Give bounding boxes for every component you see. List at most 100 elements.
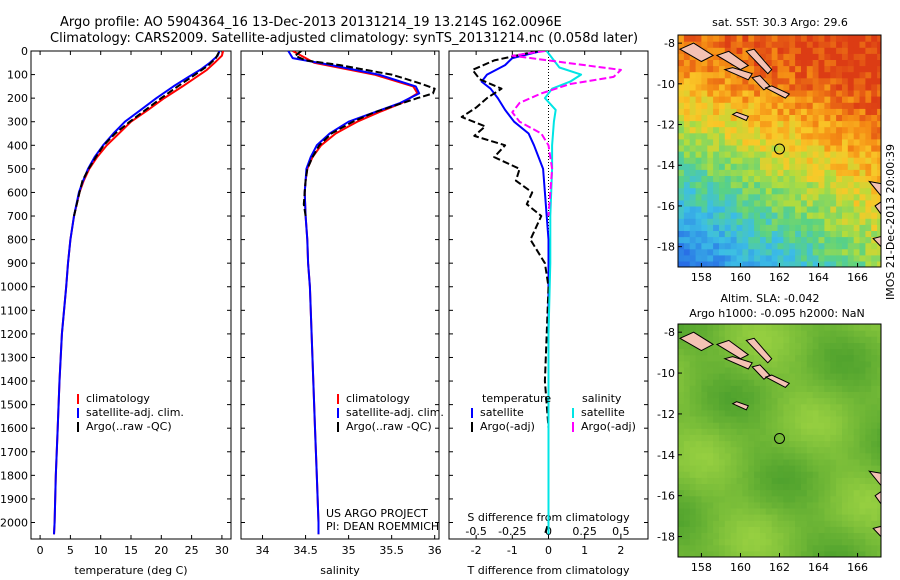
sst_map-cell — [836, 236, 843, 244]
sla_map-cell — [836, 342, 843, 350]
sst_map-cell — [765, 53, 773, 60]
temperature-xtick-label: 10 — [94, 544, 108, 557]
sla_map-cell — [719, 526, 726, 533]
sst_map-cell — [777, 65, 784, 73]
sst_map-cell — [754, 175, 761, 183]
sla_map-cell — [801, 397, 808, 405]
sst_map-cell — [707, 102, 714, 109]
sla_map-cell — [683, 501, 691, 509]
sst_map-cell — [812, 205, 820, 213]
sla_map-cell — [783, 465, 790, 472]
sla_map-cell — [830, 440, 837, 448]
sla_map-cell — [771, 397, 779, 405]
sla_map-cell — [818, 416, 825, 423]
sla_map-cell — [736, 440, 744, 448]
sla_map-cell — [830, 532, 837, 540]
sla_map-cell — [777, 465, 784, 472]
sst_map-cell — [853, 151, 861, 158]
sla_map-cell — [806, 550, 814, 557]
sst_map-cell — [842, 120, 849, 128]
sla_map-cell — [724, 440, 732, 448]
sla_map-cell — [818, 409, 825, 417]
sst_map-cell — [719, 205, 726, 213]
sla_map-cell — [689, 465, 697, 472]
sst_map-cell — [713, 205, 720, 213]
sla_map-cell — [871, 495, 878, 503]
sst_map-cell — [701, 175, 708, 183]
sst_map-cell — [859, 260, 866, 267]
sst_map-cell — [736, 102, 744, 109]
sst_map-cell — [853, 120, 861, 128]
sla_map-cell — [742, 526, 749, 533]
sst_map-island — [751, 75, 771, 91]
sst_map-cell — [842, 65, 849, 73]
sst_map-cell — [689, 138, 697, 146]
sla_map-cell — [818, 514, 825, 521]
sla_map-cell — [795, 471, 802, 478]
sst_map-cell — [701, 77, 708, 85]
sst_map-cell — [701, 169, 708, 176]
sla_map-cell — [724, 526, 732, 533]
sst_map-cell — [789, 260, 796, 267]
sla_map-cell — [871, 489, 878, 497]
sst_map-lon-label: 160 — [730, 271, 751, 284]
sst_map-cell — [713, 53, 720, 60]
sla_map-cell — [812, 526, 820, 533]
sla_map-cell — [701, 452, 708, 460]
sst_map-cell — [713, 236, 720, 244]
sla_map-cell — [830, 324, 837, 331]
sla_map-island — [745, 337, 773, 364]
sla_map-cell — [742, 434, 749, 442]
sst_map-cell — [689, 230, 697, 238]
sla_map-cell — [842, 514, 849, 521]
sst_map-cell — [771, 102, 779, 109]
sla_map-cell — [678, 465, 685, 472]
sla_map-cell — [754, 336, 761, 343]
sla_map-cell — [707, 366, 714, 374]
sst_map-cell — [760, 35, 767, 42]
sst_map-cell — [765, 169, 773, 176]
sst_map-cell — [707, 260, 714, 267]
sst_map-cell — [842, 157, 849, 164]
sst_map-cell — [871, 254, 878, 262]
sst_map-cell — [777, 151, 784, 158]
sla_map-lon-label: 160 — [730, 561, 751, 574]
sla_map-cell — [789, 538, 796, 546]
sla_map-cell — [777, 514, 784, 521]
sst_map-cell — [748, 205, 755, 213]
sla_map-cell — [678, 458, 685, 466]
sst_map-cell — [847, 236, 855, 244]
sla_map-lon-label: 164 — [808, 561, 829, 574]
sla_map-cell — [847, 397, 855, 405]
sst_map-cell — [865, 242, 872, 250]
temperature-series-group — [53, 51, 225, 535]
sla_map-cell — [783, 489, 790, 497]
sla_map-cell — [842, 330, 849, 337]
sla_map-cell — [806, 336, 814, 343]
sst_map-cell — [765, 248, 773, 256]
sst_map-cell — [730, 218, 738, 225]
sst_map-cell — [765, 71, 773, 79]
sst_map-cell — [853, 175, 861, 183]
sst_map-cell — [689, 89, 697, 97]
sst_map-cell — [695, 199, 703, 207]
sst_map-cell — [853, 199, 861, 207]
sla_map-cell — [853, 348, 861, 356]
sla_map-cell — [871, 354, 878, 362]
sst_map-cell — [824, 169, 831, 176]
sla_map-cell — [736, 544, 744, 552]
sla_map-cell — [724, 379, 732, 386]
sst_map-cell — [853, 65, 861, 73]
sla_map-cell — [736, 434, 744, 442]
sla_map-cell — [830, 416, 837, 423]
sla_map-cell — [836, 489, 843, 497]
sla_map-cell — [748, 544, 755, 552]
sla_map-cell — [818, 373, 825, 380]
sst_map-cell — [847, 163, 855, 170]
sla_map-cell — [824, 440, 831, 448]
sst_map-cell — [795, 224, 802, 231]
sst_map-cell — [683, 248, 691, 256]
sla_map-cell — [701, 458, 708, 466]
sst_map-cell — [724, 77, 732, 85]
